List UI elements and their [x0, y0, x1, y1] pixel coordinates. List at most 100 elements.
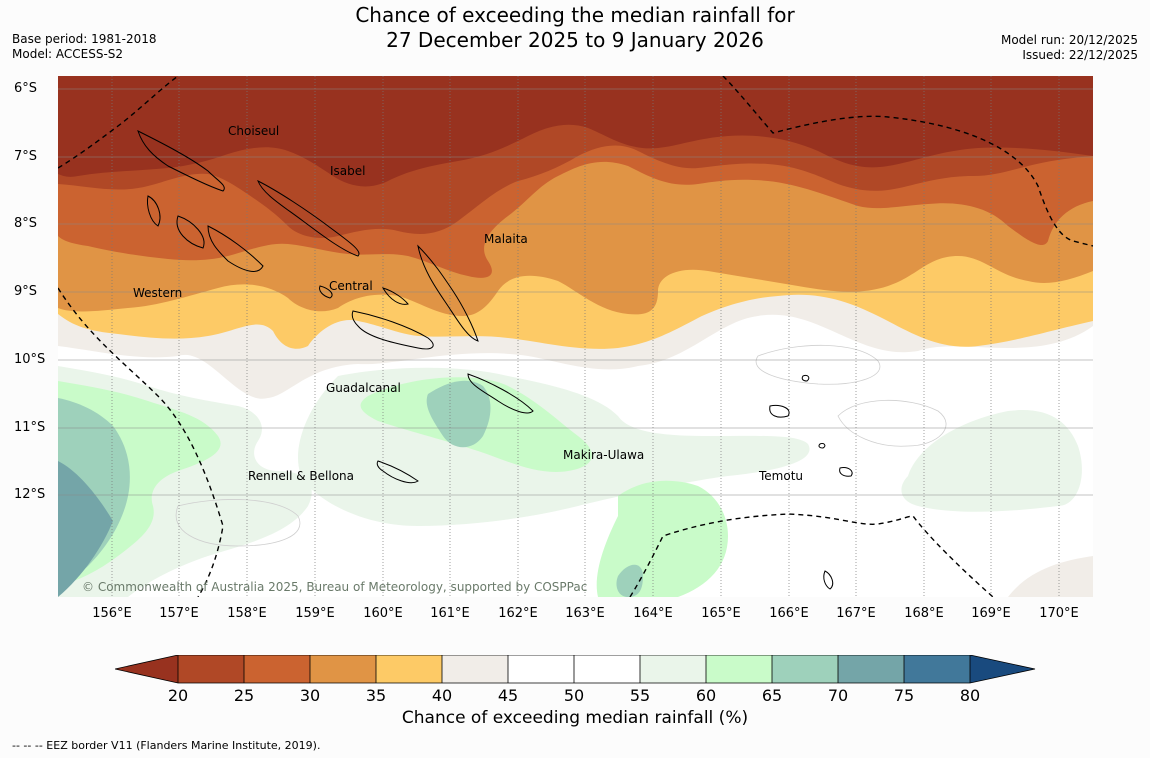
band-55-60-east: [901, 410, 1082, 512]
island-kolombangara: [176, 215, 205, 249]
tick-50: 50: [563, 686, 585, 705]
label-central: Central: [329, 279, 373, 293]
island-santa-cruz: [769, 405, 790, 418]
title-line-1: Chance of exceeding the median rainfall …: [355, 3, 795, 27]
lat-label-8s: 8°S: [14, 216, 38, 231]
tick-75: 75: [893, 686, 915, 705]
colorbar-seg-65-70: [772, 655, 838, 683]
island-ngella: [381, 287, 409, 305]
lon-label-161e: 161°E: [430, 606, 470, 621]
rainfall-map: [58, 76, 1093, 597]
tick-35: 35: [365, 686, 387, 705]
band-65-70-south: [616, 564, 643, 597]
colorbar-low-arrow: [115, 655, 178, 683]
tick-40: 40: [431, 686, 453, 705]
lat-label-10s: 10°S: [14, 352, 46, 367]
lon-label-169e: 169°E: [971, 606, 1011, 621]
lon-label-157e: 157°E: [159, 606, 199, 621]
lon-label-159e: 159°E: [295, 606, 335, 621]
tick-60: 60: [695, 686, 717, 705]
island-vanikoro: [823, 570, 834, 590]
label-rennell-bellona: Rennell & Bellona: [248, 469, 355, 483]
tick-55: 55: [629, 686, 651, 705]
colorbar-seg-60-65: [706, 655, 772, 683]
eez-north-west: [58, 76, 179, 169]
lon-label-168e: 168°E: [904, 606, 944, 621]
contour-2: [837, 399, 947, 447]
label-western: Western: [133, 286, 183, 300]
colorbar-seg-40-45: [442, 655, 508, 683]
lat-label-6s: 6°S: [14, 81, 38, 96]
colorbar-seg-75-80: [904, 655, 970, 683]
band-40-45-se: [1008, 556, 1093, 597]
lon-label-170e: 170°E: [1039, 606, 1079, 621]
contour-lines: [175, 344, 947, 547]
lon-label-165e: 165°E: [701, 606, 741, 621]
colorbar-seg-35-40: [376, 655, 442, 683]
model-name: Model: ACCESS-S2: [12, 47, 124, 61]
eez-south-east: [629, 513, 994, 597]
eez-north-east: [722, 76, 1093, 247]
tick-45: 45: [497, 686, 519, 705]
colorbar-seg-55-60: [640, 655, 706, 683]
eez-borders: [58, 76, 1093, 597]
label-isabel: Isabel: [330, 164, 366, 178]
colorbar-seg-20-25: [178, 655, 244, 683]
copyright-notice: © Commonwealth of Australia 2025, Bureau…: [82, 580, 588, 594]
label-choiseul: Choiseul: [228, 124, 280, 138]
band-below-20: [58, 76, 1093, 187]
lon-label-162e: 162°E: [498, 606, 538, 621]
island-reef: [801, 375, 810, 382]
lat-label-11s: 11°S: [14, 420, 46, 435]
eez-footnote: -- -- -- EEZ border V11 (Flanders Marine…: [12, 739, 321, 752]
islands: [137, 130, 853, 590]
tick-70: 70: [827, 686, 849, 705]
colorbar-label: Chance of exceeding median rainfall (%): [401, 708, 749, 728]
label-guadalcanal: Guadalcanal: [326, 381, 401, 395]
map-svg: [58, 76, 1093, 597]
eez-south-west: [58, 287, 224, 597]
lat-label-9s: 9°S: [14, 284, 38, 299]
colorbar-seg-30-35: [310, 655, 376, 683]
base-period: Base period: 1981-2018: [12, 32, 157, 46]
colorbar-dividers: [115, 655, 1036, 684]
colorbar-high-arrow: [970, 655, 1035, 683]
tick-25: 25: [233, 686, 255, 705]
tick-65: 65: [761, 686, 783, 705]
island-florida: [319, 285, 333, 299]
lat-gridlines: [58, 88, 1093, 496]
lon-label-166e: 166°E: [769, 606, 809, 621]
lon-label-156e: 156°E: [92, 606, 132, 621]
island-choiseul: [137, 130, 225, 192]
contour-1: [175, 499, 301, 547]
label-makira-ulawa: Makira-Ulawa: [563, 448, 645, 462]
tick-30: 30: [299, 686, 321, 705]
island-malaita: [417, 244, 479, 342]
colorbar-seg-50-55: [574, 655, 640, 683]
lon-label-167e: 167°E: [836, 606, 876, 621]
lon-label-158e: 158°E: [227, 606, 267, 621]
colorbar-seg-70-75: [838, 655, 904, 683]
label-temotu: Temotu: [759, 469, 804, 483]
lat-label-12s: 12°S: [14, 487, 46, 502]
contour-3: [755, 344, 881, 385]
island-isabel: [257, 179, 360, 257]
tick-80: 80: [959, 686, 981, 705]
title-line-2: 27 December 2025 to 9 January 2026: [386, 28, 764, 52]
island-new-georgia: [207, 225, 264, 272]
colorbar: [115, 655, 1036, 684]
island-vella-lavella: [147, 195, 161, 227]
model-run: Model run: 20/12/2025: [1000, 33, 1138, 47]
band-65-70-central: [426, 380, 491, 448]
lon-label-163e: 163°E: [565, 606, 605, 621]
island-guadalcanal: [351, 310, 434, 350]
issued-date: Issued: 22/12/2025: [1022, 48, 1138, 62]
island-makira: [467, 373, 534, 414]
tick-20: 20: [167, 686, 189, 705]
lon-label-164e: 164°E: [633, 606, 673, 621]
colorbar-seg-25-30: [244, 655, 310, 683]
island-anuta: [818, 443, 826, 449]
lon-label-160e: 160°E: [363, 606, 403, 621]
colorbar-seg-45-50: [508, 655, 574, 683]
island-tikopia: [839, 467, 853, 477]
